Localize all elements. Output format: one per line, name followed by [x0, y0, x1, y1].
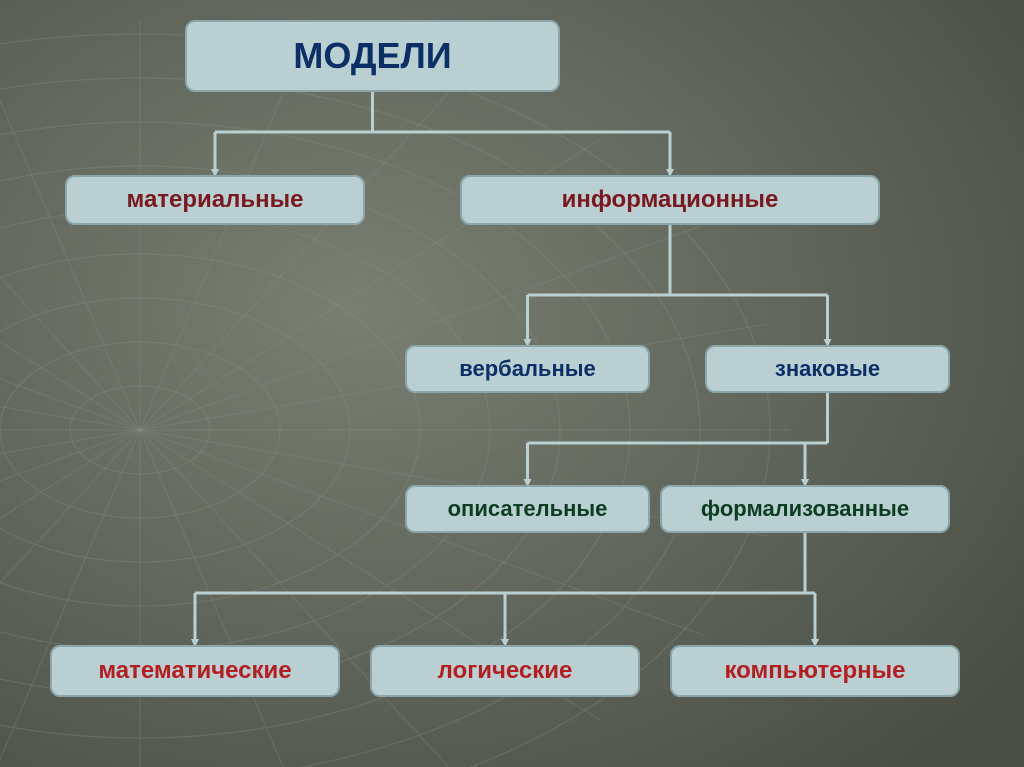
node-label: математические — [98, 657, 291, 685]
node-material: материальные — [65, 175, 365, 225]
node-label: информационные — [562, 186, 779, 214]
node-computer: компьютерные — [670, 645, 960, 697]
node-root: МОДЕЛИ — [185, 20, 560, 92]
node-label: описательные — [448, 496, 608, 522]
diagram-stage: МОДЕЛИ материальные информационные верба… — [0, 0, 1024, 767]
node-formalized: формализованные — [660, 485, 950, 533]
node-label: вербальные — [459, 356, 596, 382]
node-label: материальные — [127, 186, 304, 214]
node-verbal: вербальные — [405, 345, 650, 393]
node-sign: знаковые — [705, 345, 950, 393]
node-logical: логические — [370, 645, 640, 697]
node-label: знаковые — [775, 356, 880, 382]
node-label: МОДЕЛИ — [293, 35, 451, 77]
node-label: логические — [438, 657, 573, 685]
node-label: формализованные — [701, 496, 909, 522]
node-descriptive: описательные — [405, 485, 650, 533]
node-mathematical: математические — [50, 645, 340, 697]
node-informational: информационные — [460, 175, 880, 225]
node-label: компьютерные — [724, 657, 905, 685]
